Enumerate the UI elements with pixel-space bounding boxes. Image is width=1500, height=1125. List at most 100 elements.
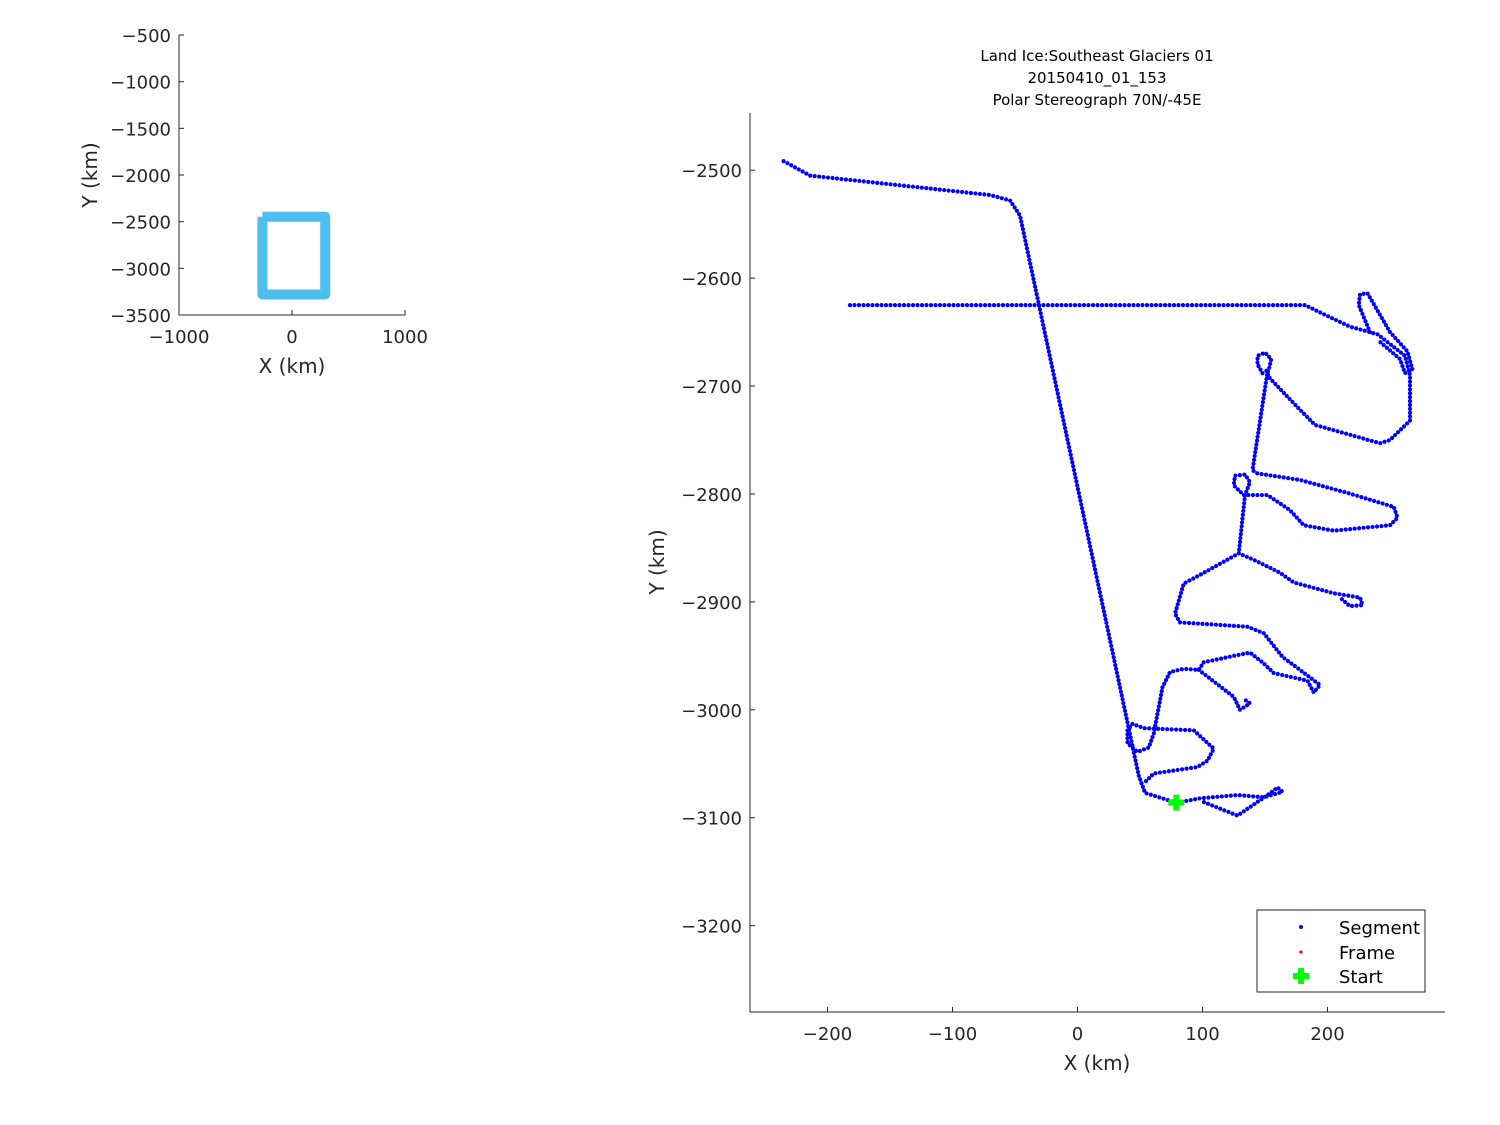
segment-point xyxy=(1085,532,1090,538)
segment-point xyxy=(1237,707,1243,712)
segment-point xyxy=(1404,348,1409,353)
segment-point xyxy=(1293,402,1298,408)
overview-plot-area xyxy=(257,211,331,300)
segment-point xyxy=(1303,523,1308,528)
segment-point xyxy=(1135,769,1141,775)
segment-point xyxy=(1363,319,1368,324)
segment-point xyxy=(1239,520,1245,525)
segment-point xyxy=(1370,524,1375,530)
segment-point xyxy=(861,303,866,308)
segment-point xyxy=(1260,370,1265,376)
overview-y-tick-label: −3000 xyxy=(110,259,171,280)
segment-point xyxy=(1273,381,1278,387)
segment-point xyxy=(1259,492,1265,498)
segment-point xyxy=(1389,435,1395,441)
segment-point xyxy=(1066,441,1071,446)
segment-point xyxy=(1236,652,1241,657)
segment-point xyxy=(1248,556,1253,561)
segment-point xyxy=(1407,402,1413,408)
segment-point xyxy=(1191,576,1196,581)
segment-point xyxy=(1158,692,1164,698)
segment-point xyxy=(1095,303,1100,308)
segment-point xyxy=(1363,496,1368,501)
segment-point xyxy=(1380,501,1385,506)
segment-point xyxy=(1076,490,1081,496)
segment-point xyxy=(1049,364,1055,369)
segment-point xyxy=(1147,726,1152,731)
segment-point xyxy=(1059,303,1064,308)
segment-point xyxy=(1141,747,1147,752)
segment-point xyxy=(1091,559,1096,564)
segment-point xyxy=(1050,303,1055,308)
segment-point xyxy=(1149,303,1154,308)
segment-point xyxy=(1348,526,1353,532)
segment-point xyxy=(1029,269,1034,274)
segment-point xyxy=(1165,727,1170,732)
segment-point xyxy=(1075,487,1081,492)
segment-point xyxy=(875,180,880,185)
segment-point xyxy=(1254,442,1259,447)
segment-point xyxy=(1255,656,1261,661)
segment-point xyxy=(1252,303,1258,308)
segment-point xyxy=(1060,414,1065,419)
segment-point xyxy=(1385,326,1391,331)
segment-point xyxy=(1000,303,1006,308)
segment-point xyxy=(834,176,840,181)
segment-point xyxy=(1003,197,1009,202)
segment-point xyxy=(933,303,938,308)
segment-point xyxy=(1239,524,1244,529)
segment-point xyxy=(1193,667,1198,672)
segment-point xyxy=(1231,623,1236,628)
segment-point xyxy=(1316,684,1321,689)
segment-point xyxy=(866,179,871,184)
segment-point xyxy=(1337,592,1342,597)
segment-point xyxy=(1099,303,1105,308)
segment-point xyxy=(1322,312,1327,317)
segment-point xyxy=(1012,205,1017,210)
segment-point xyxy=(1407,355,1412,360)
segment-point xyxy=(1041,326,1047,331)
segment-point xyxy=(1126,303,1132,308)
segment-point xyxy=(1373,305,1378,310)
legend-frame-marker xyxy=(1299,950,1303,954)
segment-point xyxy=(1302,671,1308,676)
segment-point xyxy=(1388,504,1394,509)
segment-point xyxy=(856,303,862,308)
segment-point xyxy=(1393,335,1398,341)
segment-point xyxy=(1192,797,1198,802)
segment-point xyxy=(1309,686,1314,691)
segment-point xyxy=(1169,727,1174,732)
segment-point xyxy=(1337,488,1343,493)
title-line-3: Polar Stereograph 70N/-45E xyxy=(993,91,1202,109)
segment-point xyxy=(1358,327,1363,332)
segment-point xyxy=(1068,452,1073,457)
main-y-tick-label: −3100 xyxy=(681,809,742,830)
segment-point xyxy=(1268,357,1274,363)
segment-point xyxy=(1271,670,1276,676)
segment-point xyxy=(1104,620,1109,626)
segment-point xyxy=(1312,525,1317,530)
segment-point xyxy=(1409,363,1414,368)
segment-point xyxy=(1253,450,1258,455)
title-line-1: Land Ice:Southeast Glaciers 01 xyxy=(980,47,1213,65)
segment-point xyxy=(1386,438,1391,443)
segment-point xyxy=(1165,674,1170,679)
segment-point xyxy=(1358,596,1363,602)
segment-point xyxy=(1213,680,1218,685)
segment-point xyxy=(1262,794,1268,799)
segment-point xyxy=(1279,303,1285,308)
segment-point xyxy=(1258,367,1263,372)
segment-point xyxy=(1365,291,1370,296)
segment-point xyxy=(1307,584,1312,589)
segment-point xyxy=(1276,569,1281,574)
segment-point xyxy=(1279,653,1284,658)
segment-point xyxy=(1258,415,1263,420)
segment-point xyxy=(1330,528,1335,533)
segment-point xyxy=(1218,806,1223,811)
segment-point xyxy=(1070,460,1075,465)
segment-point xyxy=(1289,509,1294,514)
segment-point xyxy=(1196,667,1201,672)
segment-point xyxy=(901,183,907,188)
segment-point xyxy=(1140,784,1145,790)
segment-point xyxy=(1383,322,1388,328)
